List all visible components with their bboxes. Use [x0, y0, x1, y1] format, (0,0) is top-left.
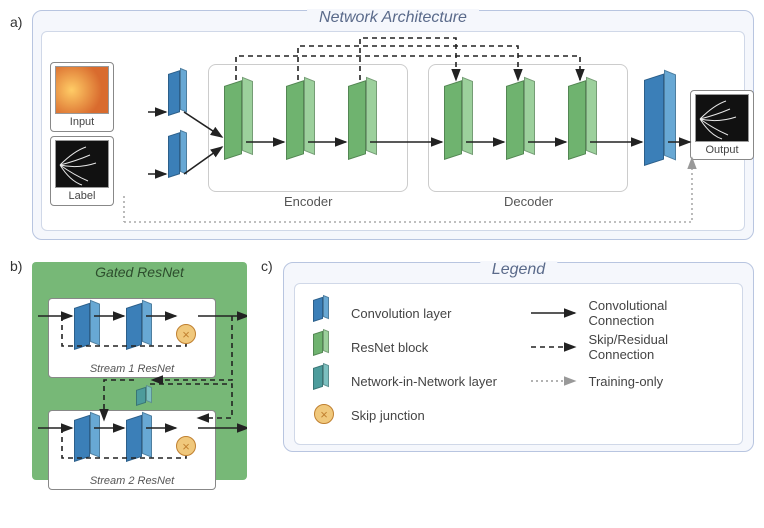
legend-label: Skip/Residual Connection [589, 332, 731, 362]
stream-label: Stream 2 ResNet [49, 475, 215, 487]
legend-item: Network-in-Network layer [307, 366, 509, 396]
panel-b-title: Gated ResNet [32, 264, 247, 280]
decoder-label: Decoder [504, 194, 553, 209]
legend-item: × Skip junction [307, 400, 509, 430]
output-image-box: Output [690, 90, 754, 160]
panel-c-tag: c) [261, 258, 273, 274]
stream-label: Stream 1 ResNet [49, 363, 215, 375]
legend-label: Network-in-Network layer [351, 374, 497, 389]
panel-b-tag: b) [10, 258, 22, 274]
input-caption: Input [54, 116, 110, 128]
legend-item: Convolutional Connection [529, 298, 731, 328]
panel-c: Legend Convolution layer ResNet block Netw… [283, 262, 754, 452]
legend-label: ResNet block [351, 340, 428, 355]
legend-label: Convolution layer [351, 306, 451, 321]
panel-a: Network Architecture Input Label Encoder… [32, 10, 754, 240]
legend-item: ResNet block [307, 332, 509, 362]
legend-label: Skip junction [351, 408, 425, 423]
legend-item: Training-only [529, 366, 731, 396]
input-image-box: Input [50, 62, 114, 132]
panel-a-tag: a) [10, 14, 22, 30]
label-image-box: Label [50, 136, 114, 206]
encoder-label: Encoder [284, 194, 332, 209]
panel-c-title: Legend [480, 261, 557, 279]
legend-item: Convolution layer [307, 298, 509, 328]
output-caption: Output [694, 144, 750, 156]
label-caption: Label [54, 190, 110, 202]
legend-skipj-icon: × [314, 404, 334, 424]
skip-junction-icon: × [176, 436, 196, 456]
panel-a-title: Network Architecture [307, 9, 479, 27]
legend-label: Convolutional Connection [589, 298, 731, 328]
panel-b: Gated ResNet Stream 1 ResNetStream 2 Res… [32, 262, 247, 480]
skip-junction-icon: × [176, 324, 196, 344]
legend-label: Training-only [589, 374, 664, 389]
legend-item: Skip/Residual Connection [529, 332, 731, 362]
